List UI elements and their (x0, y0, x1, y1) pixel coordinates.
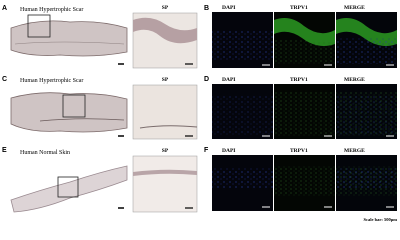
channel-label: MERGE (344, 77, 365, 83)
channel-label: MERGE (344, 5, 365, 11)
panel-letter: B (204, 5, 209, 12)
channel-label: TRPV1 (290, 5, 308, 11)
inset-tissue (133, 169, 197, 176)
inset-tissue (133, 17, 197, 44)
panel-label: Human Hypertrophic Scar (20, 7, 83, 13)
inset-label: SP (162, 148, 169, 154)
row-2: C Human Hypertrophic Scar SP D DAPI TRPV… (2, 76, 397, 140)
dapi-signal (212, 168, 273, 188)
inset-image (132, 155, 198, 213)
row-1: A Human Hypertrophic Scar SP B DAPI TRPV… (2, 5, 397, 69)
trpv1-signal (274, 92, 335, 136)
trpv1-signal (274, 18, 335, 46)
zoom-box (62, 94, 86, 118)
tissue (10, 165, 128, 213)
row-3: E Human Normal Skin SP F DAPI TRPV1 MERG… (2, 147, 397, 213)
tissue-line (39, 118, 125, 122)
panel-letter: D (204, 76, 209, 83)
inset-image (132, 84, 198, 140)
tissue (10, 20, 128, 57)
channel-label: DAPI (222, 77, 235, 83)
panel-letter: A (2, 5, 7, 12)
inset-tissue (139, 125, 198, 129)
zoom-box (27, 14, 51, 38)
panel-letter: C (2, 76, 7, 83)
tissue-line (14, 41, 125, 45)
panel-letter: F (204, 147, 209, 154)
channel-label: DAPI (222, 5, 235, 11)
tissue (10, 92, 128, 133)
channel-label: DAPI (222, 148, 235, 154)
merge-signal (336, 38, 397, 64)
panel-letter: E (2, 147, 7, 154)
dapi-signal (212, 30, 273, 60)
inset-label: SP (162, 77, 169, 83)
inset-label: SP (162, 5, 169, 11)
channel-label: MERGE (344, 148, 365, 154)
panel-label: Human Hypertrophic Scar (20, 78, 83, 84)
merge-signal (336, 168, 397, 188)
scale-bar-note: Scale bar: 500μm (363, 217, 397, 222)
dapi-signal (212, 95, 273, 135)
merge-signal (336, 95, 397, 135)
channel-label: TRPV1 (290, 77, 308, 83)
figure: A Human Hypertrophic Scar SP B DAPI TRPV… (2, 5, 397, 222)
channel-label: TRPV1 (290, 148, 308, 154)
panel-label: Human Normal Skin (20, 150, 70, 156)
trpv1-signal (274, 166, 335, 196)
zoom-box (57, 176, 79, 198)
trpv1-signal (274, 40, 335, 64)
